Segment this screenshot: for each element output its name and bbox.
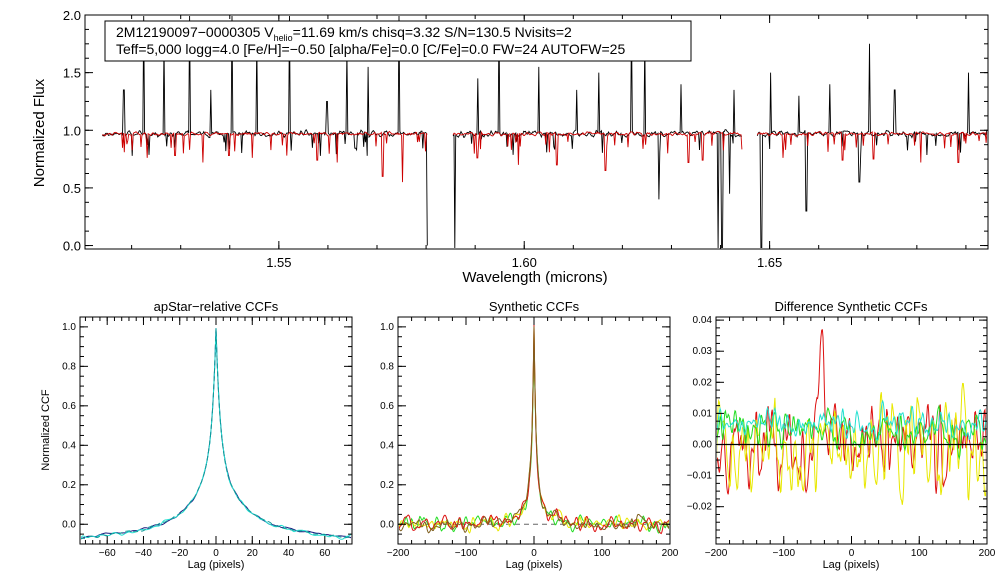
spectrum-lines [102,16,987,248]
x-tick-label: 1.55 [266,255,291,270]
synthetic-ccf-title: Synthetic CCFs [489,299,580,314]
x-tick-label: 0 [213,548,219,559]
spectrum-xlabel: Wavelength (microns) [462,269,607,286]
difference-ccf-series-line [717,382,986,505]
model-spectrum-line [452,130,743,172]
y-tick-label: 0.2 [380,480,394,491]
apstar-ccf-lines [81,328,351,540]
difference-ccf-xlabel: Lag (pixels) [823,559,880,571]
x-tick-label: 1.60 [512,255,537,270]
spectrum-plot-frame [84,14,989,250]
synthetic-ccf-ticks: −200 −100 0 100 200 0.0 0.2 0.4 0.6 0.8 1.0 [380,317,679,559]
apstar-ccf-ylabel: Normalized CCF [40,389,52,471]
difference-ccf-series-line [717,404,986,461]
synthetic-ccf-xlabel: Lag (pixels) [506,559,563,571]
spectrum-ylabel: Normalized Flux [31,78,48,187]
x-tick-label: −40 [135,548,152,559]
y-tick-label: 0.0 [380,519,394,530]
x-tick-label: 0 [849,548,855,559]
apstar-ccf-panel: apStar−relative CCFs −60 −40 −20 0 20 40 60 0.0… [40,299,353,571]
y-tick-label: 0.0 [63,239,81,254]
difference-ccf-panel: Difference Synthetic CCFs −200 −100 0 100 20… [687,299,996,571]
spectrum-ticks: 1.55 1.60 1.65 0.0 0.5 1.0 1.5 2.0 [63,8,988,270]
apstar-ccf-xlabel: Lag (pixels) [188,559,245,571]
y-tick-label: −0.02 [687,502,713,513]
apstar-ccf-frame [79,316,353,545]
x-tick-label: 100 [911,548,928,559]
apstar-ccf-title: apStar−relative CCFs [154,299,279,314]
x-tick-label: 200 [662,548,679,559]
y-tick-label: 1.0 [62,322,76,333]
model-spectrum-line [102,130,428,183]
y-tick-label: 1.0 [380,322,394,333]
y-tick-label: 2.0 [63,8,81,23]
y-tick-label: 1.0 [63,123,81,138]
synthetic-ccf-lines [399,324,669,535]
x-tick-label: 60 [319,548,331,559]
y-tick-label: −0.01 [687,471,713,482]
y-tick-label: 0.5 [63,181,81,196]
synthetic-ccf-series-line [399,336,669,534]
y-tick-label: 0.8 [380,361,394,372]
x-tick-label: 20 [247,548,259,559]
difference-ccf-series-line [717,399,986,441]
x-tick-label: −60 [99,548,116,559]
difference-ccf-series-line [717,329,986,495]
apstar-ccf-ticks: −60 −40 −20 0 20 40 60 0.0 0.2 0.4 0.6 0.8 1.0 [62,317,352,559]
observed-spectrum-line [756,43,987,248]
apstar-ccf-series-line [81,328,351,540]
y-tick-label: 0.0 [62,519,76,530]
difference-ccf-ticks: −200 −100 0 100 200 −0.02 −0.01 0.00 0.01 0.02 0.0… [687,315,996,559]
y-tick-label: 0.01 [693,408,713,419]
y-tick-label: 0.4 [380,440,394,451]
y-tick-label: 0.4 [62,440,76,451]
x-tick-label: −100 [455,548,478,559]
x-tick-label: 1.65 [757,255,782,270]
y-tick-label: 0.02 [693,377,713,388]
x-tick-label: −100 [772,548,795,559]
y-tick-label: 0.2 [62,480,76,491]
info-box-frame [104,20,692,62]
model-spectrum-line [756,131,987,163]
info-line-2: Teff=5,000 logg=4.0 [Fe/H]=−0.50 [alpha/… [116,41,625,57]
y-tick-label: 0.04 [693,315,713,326]
apstar-ccf-series-line [81,328,351,540]
y-tick-label: 0.03 [693,346,713,357]
x-tick-label: −200 [705,548,728,559]
y-tick-label: 0.6 [380,401,394,412]
difference-ccf-lines [717,329,986,505]
x-tick-label: 200 [979,548,996,559]
x-tick-label: 100 [594,548,611,559]
x-tick-label: 0 [531,548,537,559]
x-tick-label: −200 [387,548,410,559]
spectrum-panel: 1.55 1.60 1.65 0.0 0.5 1.0 1.5 2.0 Normalized F… [31,8,989,286]
apstar-ccf-series-line [81,328,351,540]
y-tick-label: 0.6 [62,401,76,412]
difference-ccf-title: Difference Synthetic CCFs [775,299,928,314]
x-tick-label: −20 [171,548,188,559]
x-tick-label: 40 [283,548,295,559]
synthetic-ccf-series-line [399,326,669,534]
y-tick-label: 0.00 [693,439,713,450]
y-tick-label: 1.5 [63,66,81,81]
info-box: 2M12190097−0000305 Vhelio=11.69 km/s chi… [104,20,692,62]
info-line-1: 2M12190097−0000305 Vhelio=11.69 km/s chi… [116,24,572,43]
y-tick-label: 0.8 [62,361,76,372]
synthetic-ccf-panel: Synthetic CCFs −200 −100 0 100 200 0.0 0.2 0.4 0… [380,299,679,571]
